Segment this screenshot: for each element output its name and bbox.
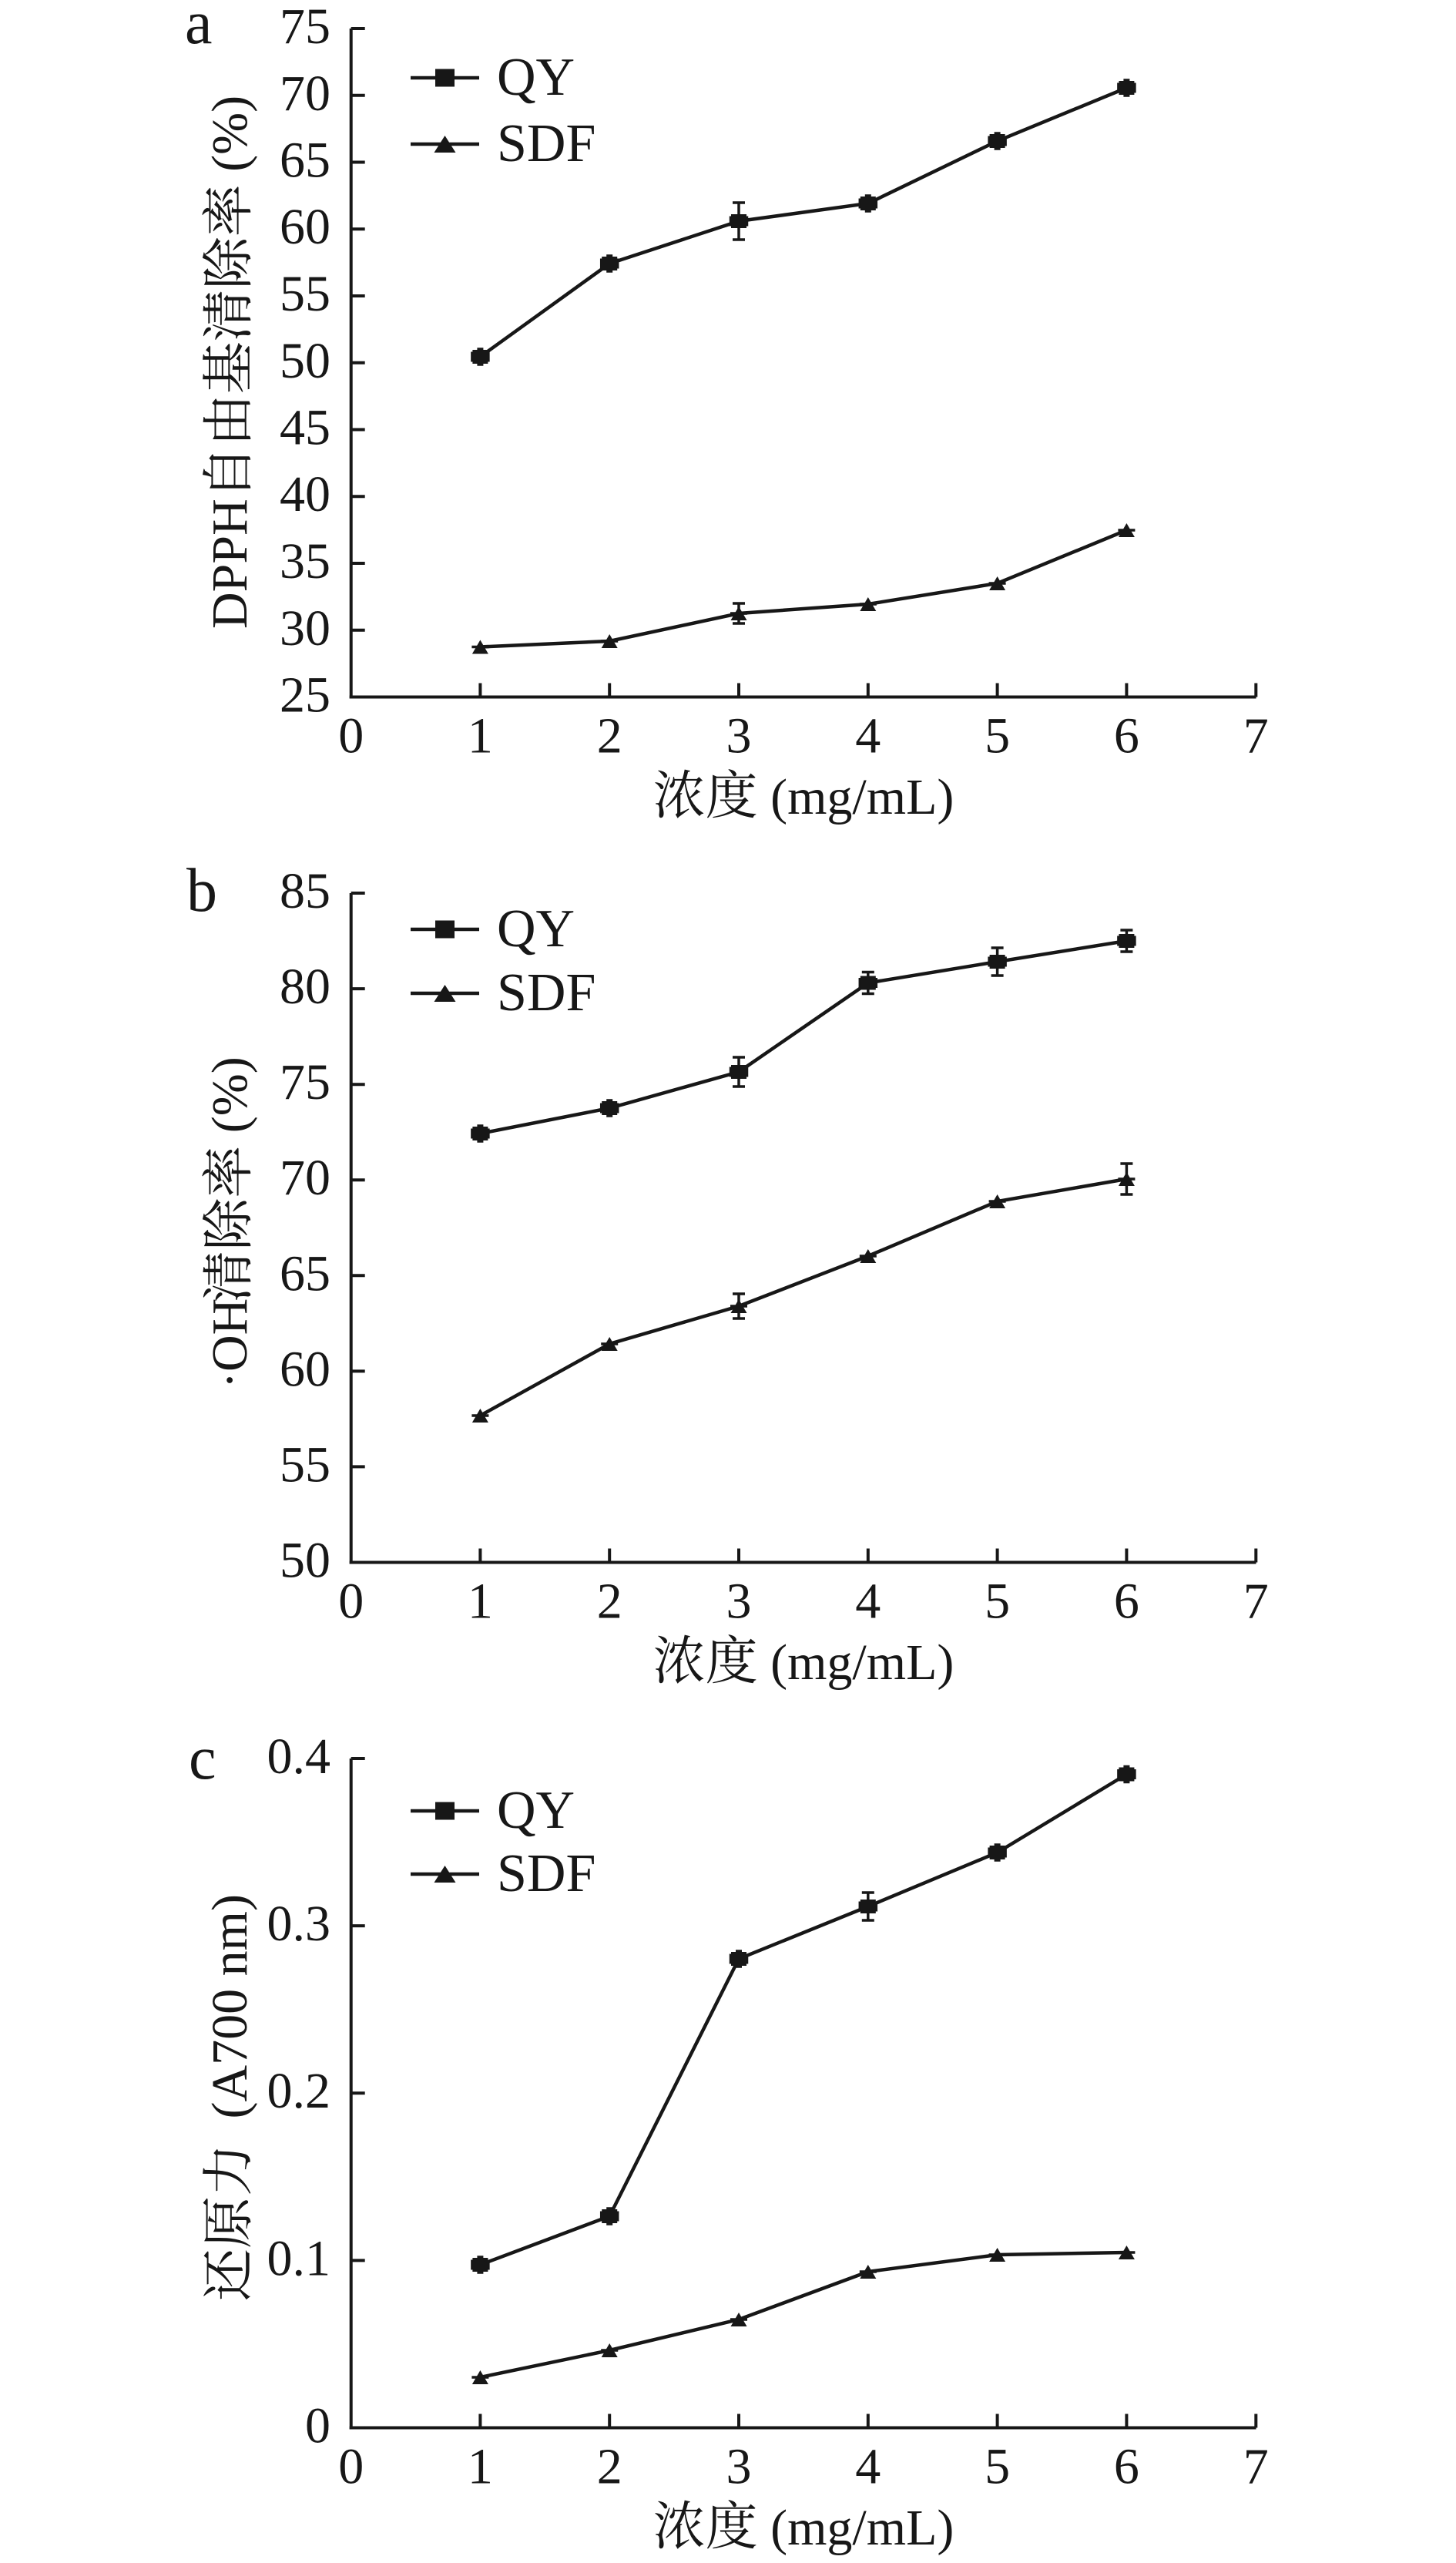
svg-text:5: 5 bbox=[985, 708, 1010, 764]
svg-text:QY: QY bbox=[497, 899, 575, 959]
svg-text:(%): (%) bbox=[202, 1056, 258, 1145]
svg-text:6: 6 bbox=[1114, 1574, 1139, 1630]
svg-text:50: 50 bbox=[280, 333, 330, 389]
svg-text:55: 55 bbox=[280, 1436, 330, 1493]
svg-text:0: 0 bbox=[338, 2439, 364, 2495]
svg-text:3: 3 bbox=[726, 2439, 752, 2495]
svg-text:2: 2 bbox=[597, 1574, 622, 1630]
svg-text:QY: QY bbox=[497, 48, 575, 107]
svg-text:5: 5 bbox=[985, 2439, 1010, 2495]
svg-text:6: 6 bbox=[1114, 2439, 1139, 2495]
svg-text:QY: QY bbox=[497, 1781, 575, 1840]
svg-text:7: 7 bbox=[1243, 1574, 1269, 1630]
svg-text:(mg/mL): (mg/mL) bbox=[758, 2500, 954, 2556]
svg-text:4: 4 bbox=[855, 1574, 881, 1630]
svg-text:70: 70 bbox=[280, 1150, 330, 1206]
svg-text:a: a bbox=[185, 0, 213, 57]
svg-text:85: 85 bbox=[280, 863, 330, 919]
svg-text:(mg/mL): (mg/mL) bbox=[758, 769, 954, 825]
svg-text:(%): (%) bbox=[202, 96, 258, 184]
svg-text:DPPH: DPPH bbox=[202, 499, 258, 629]
svg-text:·OH: ·OH bbox=[202, 1298, 258, 1389]
svg-text:40: 40 bbox=[280, 466, 330, 522]
svg-text:75: 75 bbox=[280, 0, 330, 55]
svg-text:4: 4 bbox=[855, 2439, 881, 2495]
svg-text:50: 50 bbox=[280, 1533, 330, 1589]
svg-text:5: 5 bbox=[985, 1574, 1010, 1630]
svg-text:1: 1 bbox=[468, 708, 493, 764]
svg-text:25: 25 bbox=[280, 667, 330, 724]
svg-text:0: 0 bbox=[338, 1574, 364, 1630]
svg-text:0.2: 0.2 bbox=[267, 2063, 331, 2119]
svg-text:30: 30 bbox=[280, 600, 330, 657]
svg-text:4: 4 bbox=[855, 708, 881, 764]
svg-text:3: 3 bbox=[726, 708, 752, 764]
svg-text:c: c bbox=[189, 1725, 216, 1792]
svg-text:75: 75 bbox=[280, 1054, 330, 1110]
svg-text:60: 60 bbox=[280, 1341, 330, 1397]
svg-text:1: 1 bbox=[468, 1574, 493, 1630]
svg-text:35: 35 bbox=[280, 533, 330, 590]
svg-text:b: b bbox=[186, 857, 217, 925]
svg-text:(A700 nm): (A700 nm) bbox=[202, 1894, 258, 2131]
svg-text:0: 0 bbox=[305, 2398, 330, 2454]
svg-text:7: 7 bbox=[1243, 708, 1269, 764]
svg-text:7: 7 bbox=[1243, 2439, 1269, 2495]
svg-text:2: 2 bbox=[597, 2439, 622, 2495]
svg-text:6: 6 bbox=[1114, 708, 1139, 764]
svg-text:45: 45 bbox=[280, 400, 330, 456]
svg-text:0.3: 0.3 bbox=[267, 1896, 331, 1952]
svg-text:(mg/mL): (mg/mL) bbox=[758, 1634, 954, 1691]
svg-text:SDF: SDF bbox=[497, 114, 595, 173]
svg-text:SDF: SDF bbox=[497, 963, 595, 1023]
svg-text:65: 65 bbox=[280, 1245, 330, 1302]
svg-text:80: 80 bbox=[280, 959, 330, 1015]
svg-text:0: 0 bbox=[338, 708, 364, 764]
svg-text:0.1: 0.1 bbox=[267, 2230, 331, 2286]
svg-text:0.4: 0.4 bbox=[267, 1728, 331, 1785]
svg-text:65: 65 bbox=[280, 133, 330, 189]
svg-text:60: 60 bbox=[280, 199, 330, 255]
svg-text:2: 2 bbox=[597, 708, 622, 764]
svg-text:1: 1 bbox=[468, 2439, 493, 2495]
svg-text:3: 3 bbox=[726, 1574, 752, 1630]
svg-text:SDF: SDF bbox=[497, 1844, 595, 1903]
svg-text:55: 55 bbox=[280, 266, 330, 322]
svg-text:70: 70 bbox=[280, 66, 330, 122]
